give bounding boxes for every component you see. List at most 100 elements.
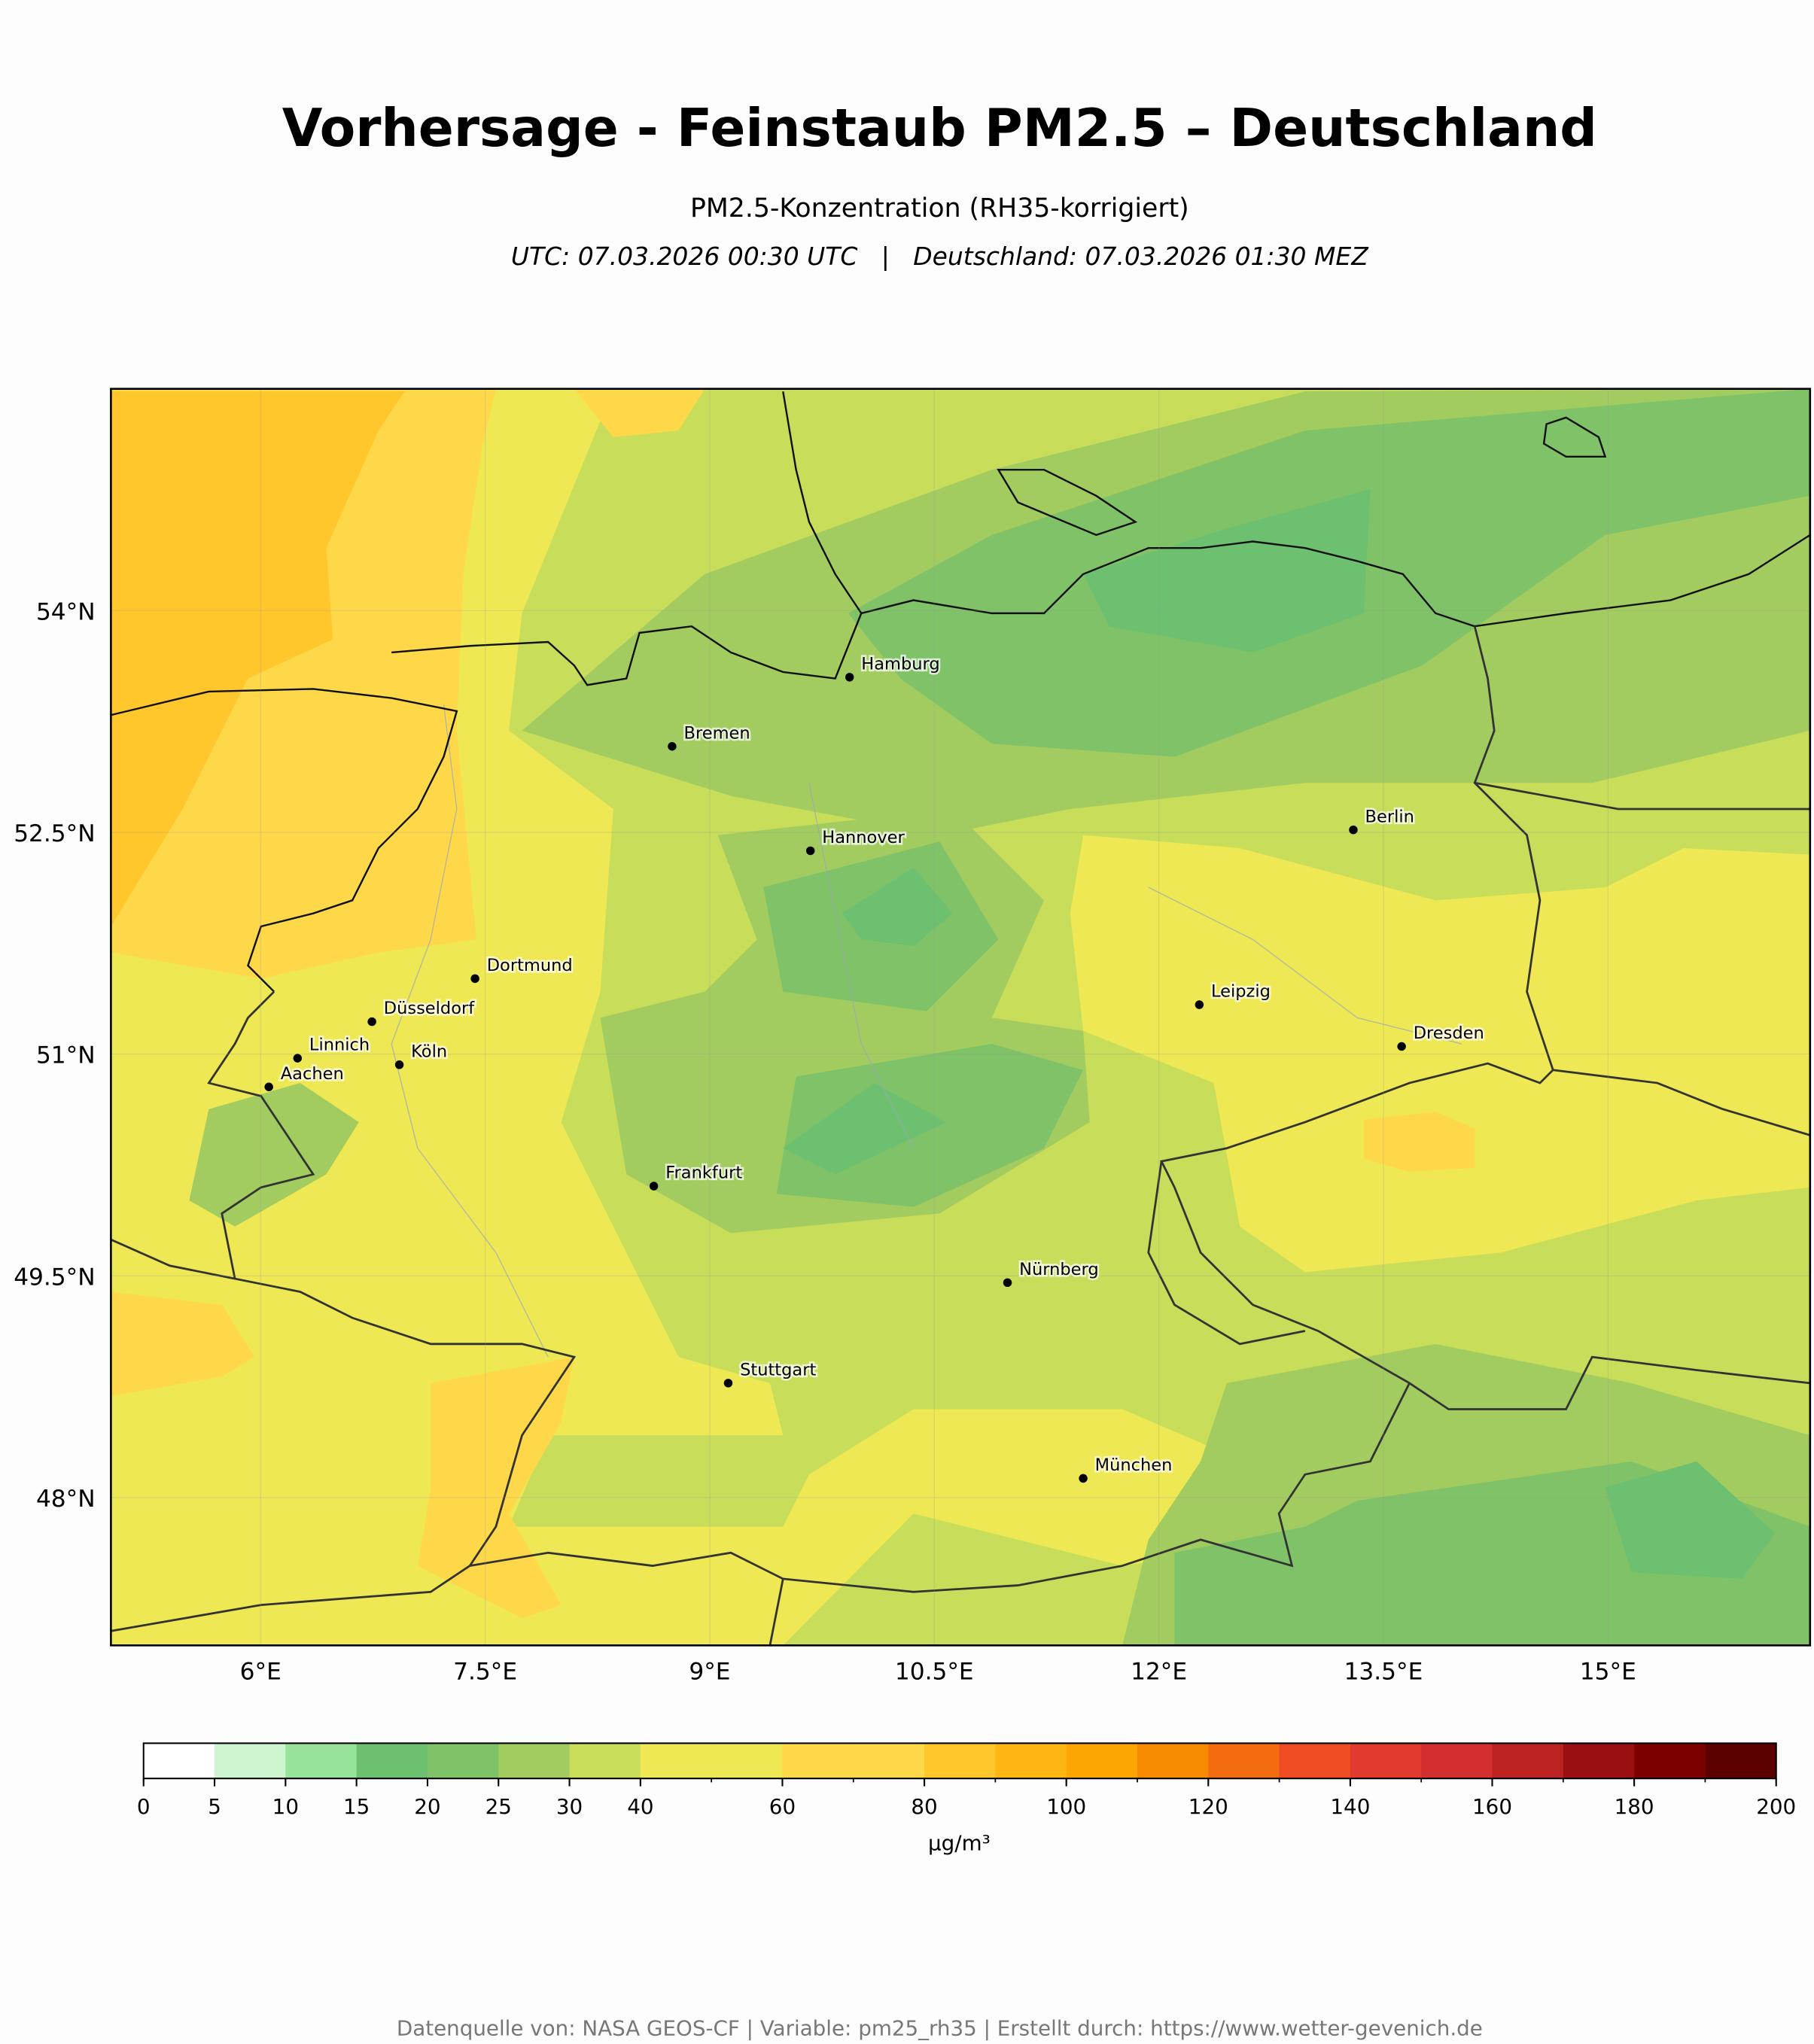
city-marker (805, 846, 815, 856)
colorbar-segment (1279, 1743, 1351, 1779)
colorbar-segment (1705, 1743, 1777, 1779)
x-tick-label: 12°E (1131, 1658, 1187, 1685)
footer: Datenquelle von: NASA GEOS-CF | Variable… (397, 2016, 1483, 2041)
colorbar-segment (853, 1743, 925, 1779)
city-marker (394, 1060, 404, 1069)
colorbar-segment (924, 1743, 996, 1779)
colorbar-segment (215, 1743, 286, 1779)
border (111, 1565, 470, 1632)
border (1474, 781, 1810, 811)
coastline (1542, 416, 1607, 458)
border (783, 1382, 1411, 1593)
city-marker (470, 974, 479, 984)
colorbar-segment (356, 1743, 428, 1779)
coastline (997, 468, 1138, 537)
city-label: Düsseldorf (384, 999, 476, 1018)
coastline (111, 688, 458, 993)
colorbar-tick-label: 180 (1615, 1794, 1654, 1819)
colorbar-tick-label: 80 (911, 1794, 937, 1819)
colorbar-tick-label: 120 (1189, 1794, 1228, 1819)
city-label: Nürnberg (1019, 1260, 1099, 1279)
field-green-north-core (1083, 489, 1371, 652)
city-label: Bremen (684, 723, 750, 743)
field-green-southeast-core (1605, 1461, 1775, 1579)
colorbar-segment (640, 1743, 712, 1779)
colorbar-segment (427, 1743, 499, 1779)
city-marker (1195, 1000, 1204, 1009)
city-marker (649, 1182, 659, 1191)
colorbar-segment (143, 1743, 215, 1779)
colorbar-tick-label: 40 (627, 1794, 653, 1819)
coastline (861, 540, 1475, 628)
colorbar-tick-label: 100 (1046, 1794, 1086, 1819)
colorbar-segment (1492, 1743, 1564, 1779)
colorbar-segment (1563, 1743, 1635, 1779)
colorbar-segment (1634, 1743, 1706, 1779)
city-marker (1003, 1278, 1012, 1288)
field-yellow-east (1070, 835, 1810, 1273)
city-label: München (1095, 1455, 1173, 1475)
map-field (111, 388, 1810, 1646)
colorbar-segment (569, 1743, 641, 1779)
coastline (1475, 534, 1810, 628)
field-green-central-core2 (783, 1083, 947, 1175)
city-label: Dortmund (487, 956, 573, 975)
city-marker (293, 1054, 303, 1063)
city-label: Hamburg (861, 654, 939, 674)
border (1553, 1069, 1810, 1136)
y-tick-label: 54°N (36, 598, 96, 625)
border (111, 1238, 236, 1280)
colorbar-tick-label: 15 (343, 1794, 370, 1819)
colorbar-segment (1066, 1743, 1138, 1779)
field-green-central-core1 (842, 867, 953, 947)
x-tick-label: 7.5°E (453, 1658, 517, 1685)
river (1148, 887, 1462, 1045)
colorbar-frame (142, 1742, 1777, 1780)
colorbar-segment (285, 1743, 358, 1779)
city-marker (1349, 825, 1358, 835)
colorbar-segment (498, 1743, 571, 1779)
coastline (391, 391, 863, 686)
colorbar-segment (995, 1743, 1067, 1779)
y-tick-label: 52.5°N (14, 820, 95, 847)
subtitle: PM2.5-Konzentration (RH35-korrigiert) (690, 193, 1189, 224)
colorbar-tick-label: 5 (208, 1794, 221, 1819)
x-tick-label: 13.5°E (1344, 1658, 1423, 1685)
colorbar-segment (1421, 1743, 1493, 1779)
colorbar-tick-label: 200 (1756, 1794, 1796, 1819)
city-marker (264, 1082, 273, 1091)
y-tick-label: 51°N (36, 1042, 96, 1069)
field-orange-dark (111, 391, 405, 926)
y-tick-label: 49.5°N (14, 1264, 95, 1291)
x-tick-label: 15°E (1580, 1658, 1636, 1685)
map-frame (110, 388, 1812, 1647)
field-orange-dresden (1363, 1112, 1475, 1172)
colorbar-segment (782, 1743, 854, 1779)
colorbar-tick-label: 25 (485, 1794, 512, 1819)
y-tick-label: 48°N (36, 1486, 96, 1513)
border (1147, 1160, 1306, 1346)
colorbar-segment (1137, 1743, 1209, 1779)
city-label: Berlin (1365, 807, 1414, 826)
city-marker (367, 1017, 376, 1027)
river (808, 783, 915, 1149)
field-green-west (189, 1083, 359, 1227)
colorbar-tick-label: 160 (1472, 1794, 1512, 1819)
colorbar-tick-label: 140 (1330, 1794, 1370, 1819)
city-label: Köln (411, 1042, 447, 1061)
colorbar-tick-label: 0 (137, 1794, 151, 1819)
x-tick-label: 10.5°E (895, 1658, 974, 1685)
colorbar-segment (711, 1743, 783, 1779)
city-label: Hannover (822, 828, 905, 847)
colorbar-tick-label: 10 (272, 1794, 299, 1819)
city-label: Aachen (281, 1064, 344, 1084)
city-label: Leipzig (1211, 982, 1271, 1002)
city-marker (845, 673, 854, 682)
city-label: Stuttgart (740, 1360, 816, 1379)
field-orange-sw1 (111, 1291, 255, 1397)
timestamp: UTC: 07.03.2026 00:30 UTC | Deutschland:… (511, 242, 1369, 271)
city-marker (723, 1379, 733, 1388)
city-marker (1397, 1042, 1406, 1051)
